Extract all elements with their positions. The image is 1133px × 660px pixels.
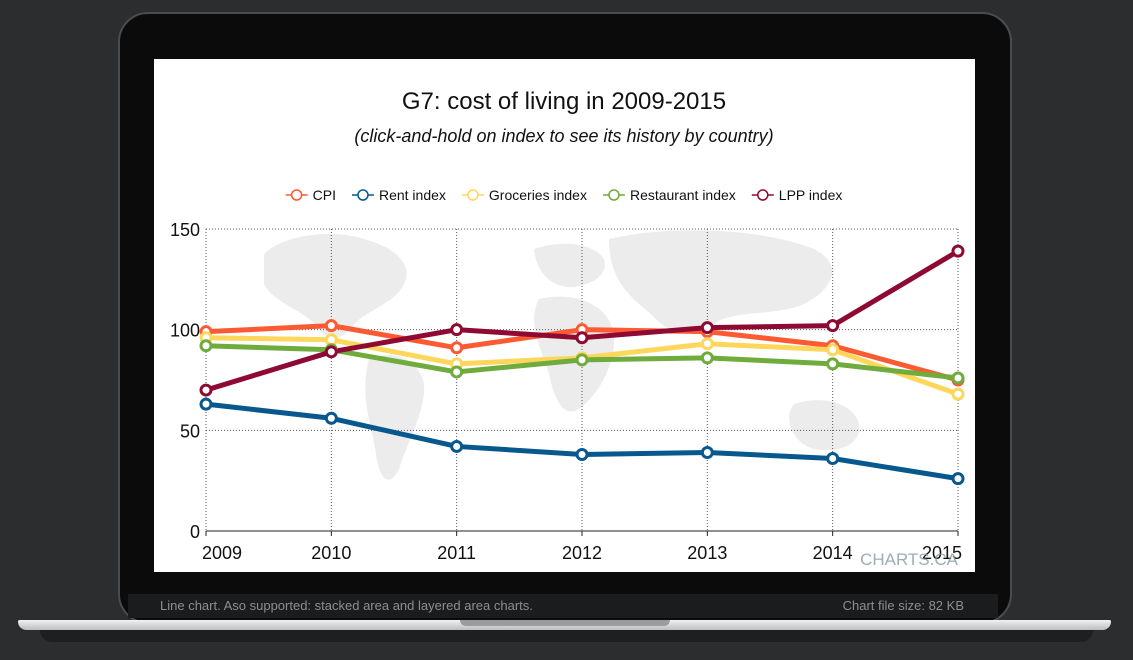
legend-item-restaurant-index[interactable]: Restaurant index: [602, 187, 736, 203]
file-size-label: Chart file size: 82 KB: [842, 598, 964, 613]
point-lpp-index-2009[interactable]: [199, 383, 213, 397]
legend-swatch-marker: [467, 189, 479, 201]
legend-label: CPI: [313, 187, 336, 203]
point-rent-index-2014[interactable]: [826, 452, 840, 466]
point-lpp-index-2011[interactable]: [450, 323, 464, 337]
x-tick-label-2014: 2014: [813, 543, 853, 563]
legend-item-lpp-index[interactable]: LPP index: [751, 187, 843, 203]
laptop-shadow: [40, 630, 1093, 642]
point-rent-index-2009[interactable]: [199, 397, 213, 411]
legend: CPI Rent index Groceries index Restaurant i…: [285, 187, 843, 203]
point-rent-index-2015[interactable]: [951, 472, 965, 486]
chart-subtitle: (click-and-hold on index to see its hist…: [354, 126, 773, 146]
watermark: CHARTS.CA: [860, 550, 959, 569]
legend-label: Rent index: [379, 187, 446, 203]
point-groceries-index-2013[interactable]: [700, 337, 714, 351]
legend-label: LPP index: [779, 187, 843, 203]
y-tick-label-100: 100: [170, 321, 200, 341]
x-tick-label-2012: 2012: [562, 543, 602, 563]
world-map-background: [264, 230, 860, 480]
point-lpp-index-2010[interactable]: [324, 345, 338, 359]
point-lpp-index-2013[interactable]: [700, 321, 714, 335]
point-restaurant-index-2011[interactable]: [450, 365, 464, 379]
point-restaurant-index-2012[interactable]: [575, 353, 589, 367]
line-chart: 0 50 100 150 2009 2010 2011 2012 2013 2014 2015 G7…: [170, 88, 965, 569]
point-groceries-index-2015[interactable]: [951, 387, 965, 401]
point-rent-index-2011[interactable]: [450, 439, 464, 453]
point-cpi-2010[interactable]: [324, 319, 338, 333]
legend-swatch-marker: [757, 189, 769, 201]
legend-swatch-marker: [608, 189, 620, 201]
x-tick-label-2015: 2015: [922, 543, 962, 563]
y-tick-label-50: 50: [180, 421, 200, 441]
point-rent-index-2013[interactable]: [700, 445, 714, 459]
legend-item-cpi[interactable]: CPI: [285, 187, 336, 203]
point-restaurant-index-2009[interactable]: [199, 339, 213, 353]
point-cpi-2011[interactable]: [450, 341, 464, 355]
chart-type-note: Line chart. Aso supported: stacked area …: [160, 598, 533, 613]
chart-title: G7: cost of living in 2009-2015: [402, 88, 726, 115]
x-tick-label-2011: 2011: [437, 543, 476, 563]
point-groceries-index-2014[interactable]: [826, 343, 840, 357]
point-lpp-index-2012[interactable]: [575, 331, 589, 345]
point-lpp-index-2014[interactable]: [826, 319, 840, 333]
point-lpp-index-2015[interactable]: [951, 244, 965, 258]
legend-swatch-marker: [290, 189, 303, 201]
y-tick-label-150: 150: [170, 220, 200, 240]
point-rent-index-2012[interactable]: [575, 447, 589, 461]
point-restaurant-index-2015[interactable]: [951, 371, 965, 385]
legend-label: Restaurant index: [630, 187, 736, 203]
x-tick-label-2009: 2009: [202, 543, 242, 563]
laptop-notch: [460, 620, 670, 626]
legend-label: Groceries index: [489, 187, 587, 203]
point-rent-index-2010[interactable]: [324, 411, 338, 425]
x-tick-label-2013: 2013: [687, 543, 727, 563]
point-groceries-index-2010[interactable]: [324, 333, 338, 347]
legend-item-groceries-index[interactable]: Groceries index: [461, 187, 587, 203]
y-tick-label-0: 0: [190, 522, 200, 542]
legend-swatch-marker: [357, 189, 369, 201]
legend-item-rent-index[interactable]: Rent index: [351, 187, 446, 203]
point-restaurant-index-2014[interactable]: [826, 357, 840, 371]
x-tick-label-2010: 2010: [311, 543, 351, 563]
status-bar: Line chart. Aso supported: stacked area …: [128, 594, 998, 618]
point-restaurant-index-2013[interactable]: [700, 351, 714, 365]
chart-screen: 0 50 100 150 2009 2010 2011 2012 2013 2014 2015 G7…: [154, 59, 975, 572]
